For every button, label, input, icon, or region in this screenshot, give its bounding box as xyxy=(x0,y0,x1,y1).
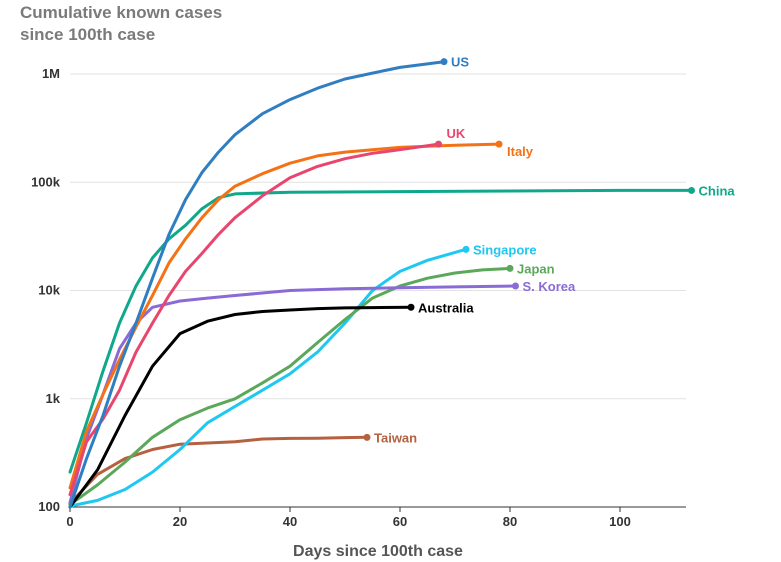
series-line-japan xyxy=(68,266,512,507)
series-end-dot-us xyxy=(440,58,448,66)
y-tick-label: 10k xyxy=(38,283,60,298)
y-tick-label: 100 xyxy=(38,499,60,514)
x-tick-label: 40 xyxy=(283,514,297,529)
series-line-uk xyxy=(68,142,440,497)
y-tick-label: 1k xyxy=(46,391,61,406)
series-end-dot-china xyxy=(688,186,695,194)
series-label-china: China xyxy=(699,183,736,198)
series-line-australia xyxy=(68,305,413,509)
series-label-taiwan: Taiwan xyxy=(374,430,417,445)
series-end-dot-uk xyxy=(435,140,442,148)
x-axis-label: Days since 100th case xyxy=(293,543,463,560)
series-line-china xyxy=(68,188,693,474)
series-end-dot-japan xyxy=(506,264,514,272)
series-label-japan: Japan xyxy=(517,261,555,276)
series-line-italy xyxy=(68,142,501,490)
x-tick-label: 100 xyxy=(609,514,631,529)
chart-title: Cumulative known cases since 100th case xyxy=(20,2,222,46)
series-label-us: US xyxy=(451,55,469,70)
axes: 100 1k 10k 100k 1M 0 20 40 60 80 100 xyxy=(31,66,686,529)
series-label-uk: UK xyxy=(447,126,466,141)
chart-title-line-2: since 100th case xyxy=(20,25,156,44)
y-tick-label: 100k xyxy=(31,174,61,189)
series-end-dot-singapore xyxy=(462,245,470,253)
chart-title-line-1: Cumulative known cases xyxy=(20,3,223,22)
series-lines xyxy=(68,58,695,509)
series-label-singapore: Singapore xyxy=(473,242,537,257)
series-line-taiwan xyxy=(68,435,369,505)
series-labels: Taiwan Singapore Japan Australia S. Korea Chi… xyxy=(374,55,735,446)
series-end-dot-italy xyxy=(495,140,503,148)
series-label-s-korea: S. Korea xyxy=(523,279,577,294)
x-tick-label: 80 xyxy=(503,514,517,529)
x-tick-label: 0 xyxy=(66,514,73,529)
series-label-australia: Australia xyxy=(418,300,474,315)
series-end-dot-taiwan xyxy=(363,433,371,441)
x-tick-label: 60 xyxy=(393,514,407,529)
y-tick-label: 1M xyxy=(42,66,60,81)
series-end-dot-australia xyxy=(407,303,415,311)
series-end-dot-s-korea xyxy=(512,282,519,290)
gridlines xyxy=(70,73,686,400)
series-line-us xyxy=(68,60,446,509)
series-label-italy: Italy xyxy=(507,144,534,159)
series-line-singapore xyxy=(68,247,468,508)
x-tick-label: 20 xyxy=(173,514,187,529)
